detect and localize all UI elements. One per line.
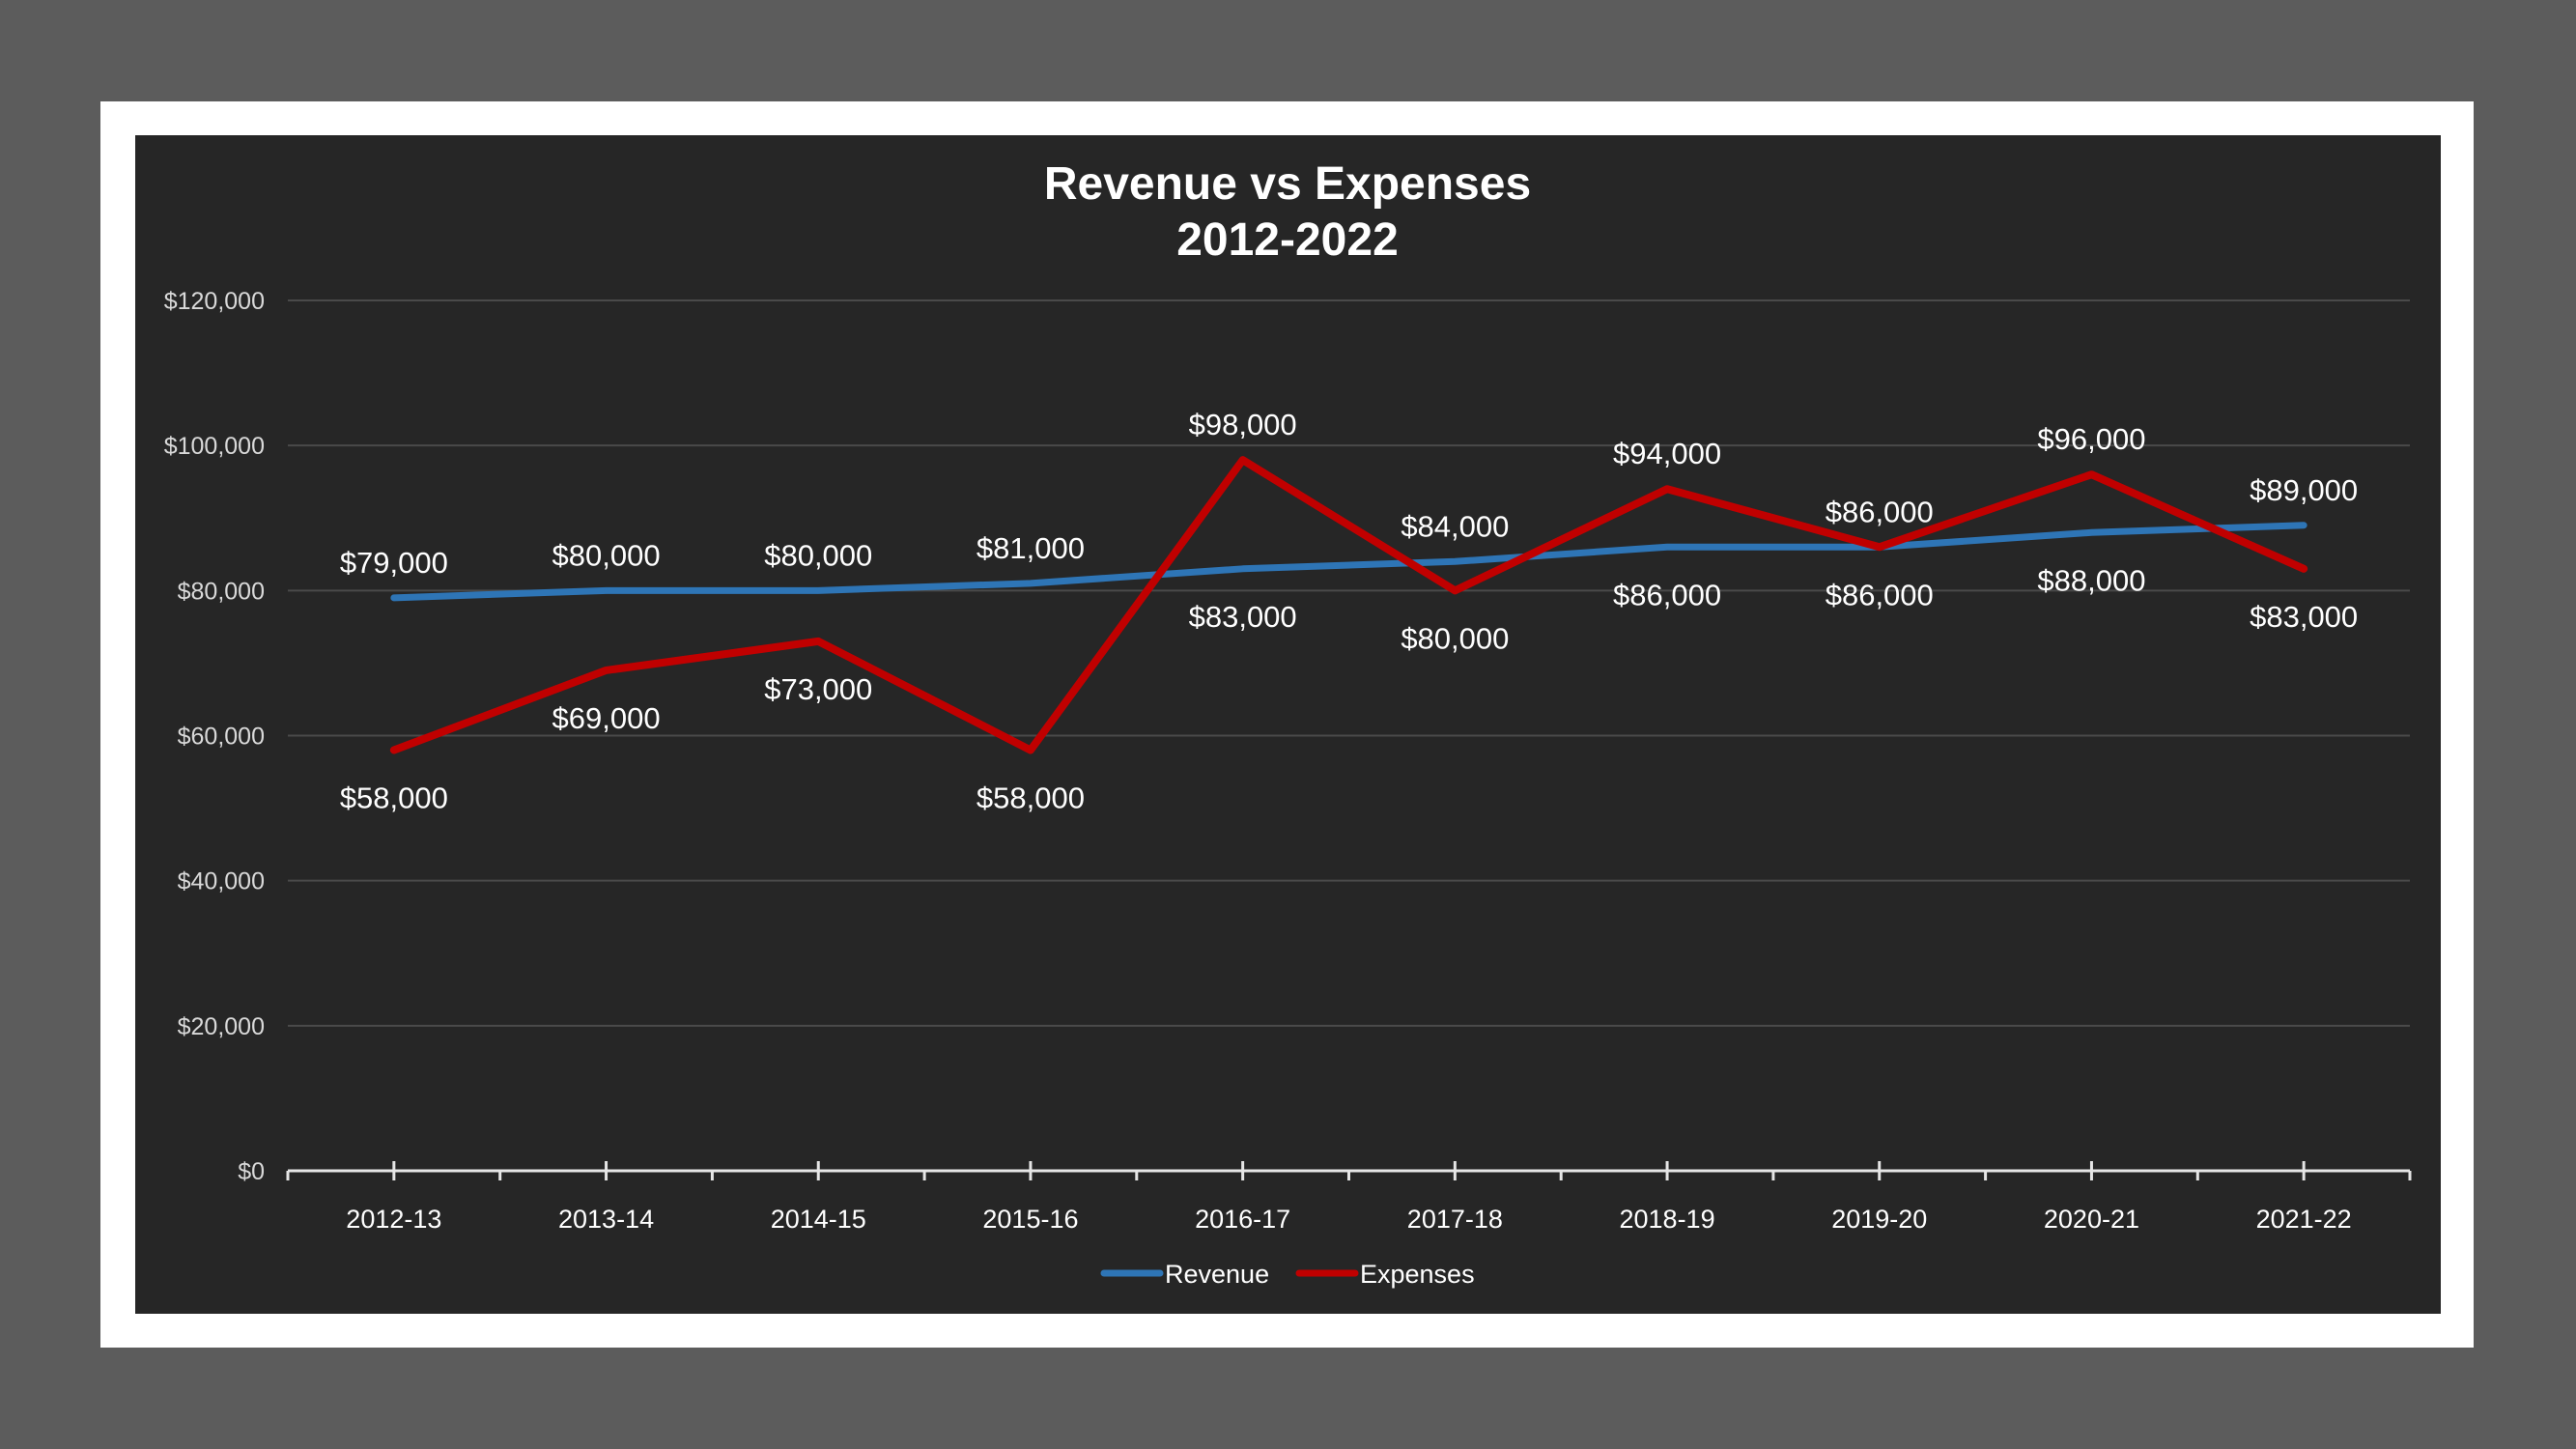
- x-tick-label: 2012-13: [346, 1205, 441, 1234]
- y-tick-label: $100,000: [164, 433, 265, 460]
- x-tick-label: 2016-17: [1195, 1205, 1290, 1234]
- data-label-revenue: $80,000: [552, 538, 661, 572]
- y-tick-label: $120,000: [164, 288, 265, 315]
- series-line-expenses: [389, 456, 2308, 754]
- data-point-revenue: [1665, 545, 1670, 550]
- data-label-expenses: $96,000: [2037, 422, 2145, 456]
- data-label-revenue: $89,000: [2250, 473, 2358, 507]
- data-point-expenses: [1028, 748, 1033, 753]
- data-point-revenue: [604, 588, 609, 593]
- data-label-expenses: $86,000: [1826, 495, 1934, 528]
- y-tick-label: $80,000: [178, 578, 265, 605]
- data-label-revenue: $80,000: [764, 538, 872, 572]
- data-point-revenue: [391, 595, 396, 600]
- data-label-expenses: $83,000: [2250, 600, 2358, 634]
- x-tick-label: 2017-18: [1407, 1205, 1503, 1234]
- data-point-revenue: [1240, 566, 1245, 571]
- x-tick-label: 2020-21: [2044, 1205, 2139, 1234]
- data-point-expenses: [816, 639, 821, 643]
- data-label-revenue: $88,000: [2037, 563, 2145, 597]
- chart-title-line-1: Revenue vs Expenses: [1044, 158, 1531, 210]
- data-point-expenses: [1240, 458, 1245, 463]
- x-tick-label: 2014-15: [771, 1205, 866, 1234]
- data-label-revenue: $86,000: [1613, 578, 1721, 611]
- legend-label-expenses: Expenses: [1360, 1260, 1475, 1289]
- data-point-revenue: [1453, 559, 1458, 564]
- y-tick-label: $20,000: [178, 1013, 265, 1040]
- data-label-expenses: $94,000: [1613, 437, 1721, 470]
- data-label-revenue: $81,000: [977, 531, 1085, 565]
- data-label-expenses: $69,000: [552, 701, 661, 735]
- y-tick-label: $40,000: [178, 868, 265, 895]
- data-label-revenue: $79,000: [340, 546, 448, 580]
- data-label-expenses: $98,000: [1189, 408, 1297, 441]
- data-point-expenses: [604, 668, 609, 672]
- data-point-expenses: [2302, 566, 2307, 571]
- data-label-expenses: $73,000: [764, 672, 872, 706]
- series-line-revenue: [390, 522, 2307, 602]
- data-point-expenses: [1453, 588, 1458, 593]
- data-label-revenue: $83,000: [1189, 600, 1297, 634]
- legend-label-revenue: Revenue: [1165, 1260, 1269, 1289]
- data-point-revenue: [2302, 523, 2307, 527]
- x-tick-label: 2013-14: [558, 1205, 654, 1234]
- x-tick-label: 2021-22: [2256, 1205, 2352, 1234]
- x-tick-label: 2018-19: [1620, 1205, 1715, 1234]
- data-label-revenue: $86,000: [1826, 578, 1934, 611]
- x-tick-label: 2019-20: [1831, 1205, 1927, 1234]
- data-point-revenue: [2089, 530, 2094, 535]
- chart-panel: [135, 135, 2441, 1314]
- data-label-expenses: $80,000: [1401, 621, 1509, 655]
- data-point-revenue: [1028, 581, 1033, 585]
- y-tick-label: $0: [238, 1158, 265, 1185]
- data-point-revenue: [816, 588, 821, 593]
- data-point-expenses: [2089, 472, 2094, 477]
- chart-title-line-2: 2012-2022: [1176, 214, 1399, 266]
- data-point-expenses: [1665, 487, 1670, 492]
- data-point-expenses: [391, 748, 396, 753]
- data-point-expenses: [1877, 545, 1882, 550]
- x-tick-label: 2015-16: [982, 1205, 1078, 1234]
- data-label-revenue: $84,000: [1401, 509, 1509, 543]
- data-label-expenses: $58,000: [977, 781, 1085, 815]
- data-label-expenses: $58,000: [340, 781, 448, 815]
- y-tick-label: $60,000: [178, 724, 265, 751]
